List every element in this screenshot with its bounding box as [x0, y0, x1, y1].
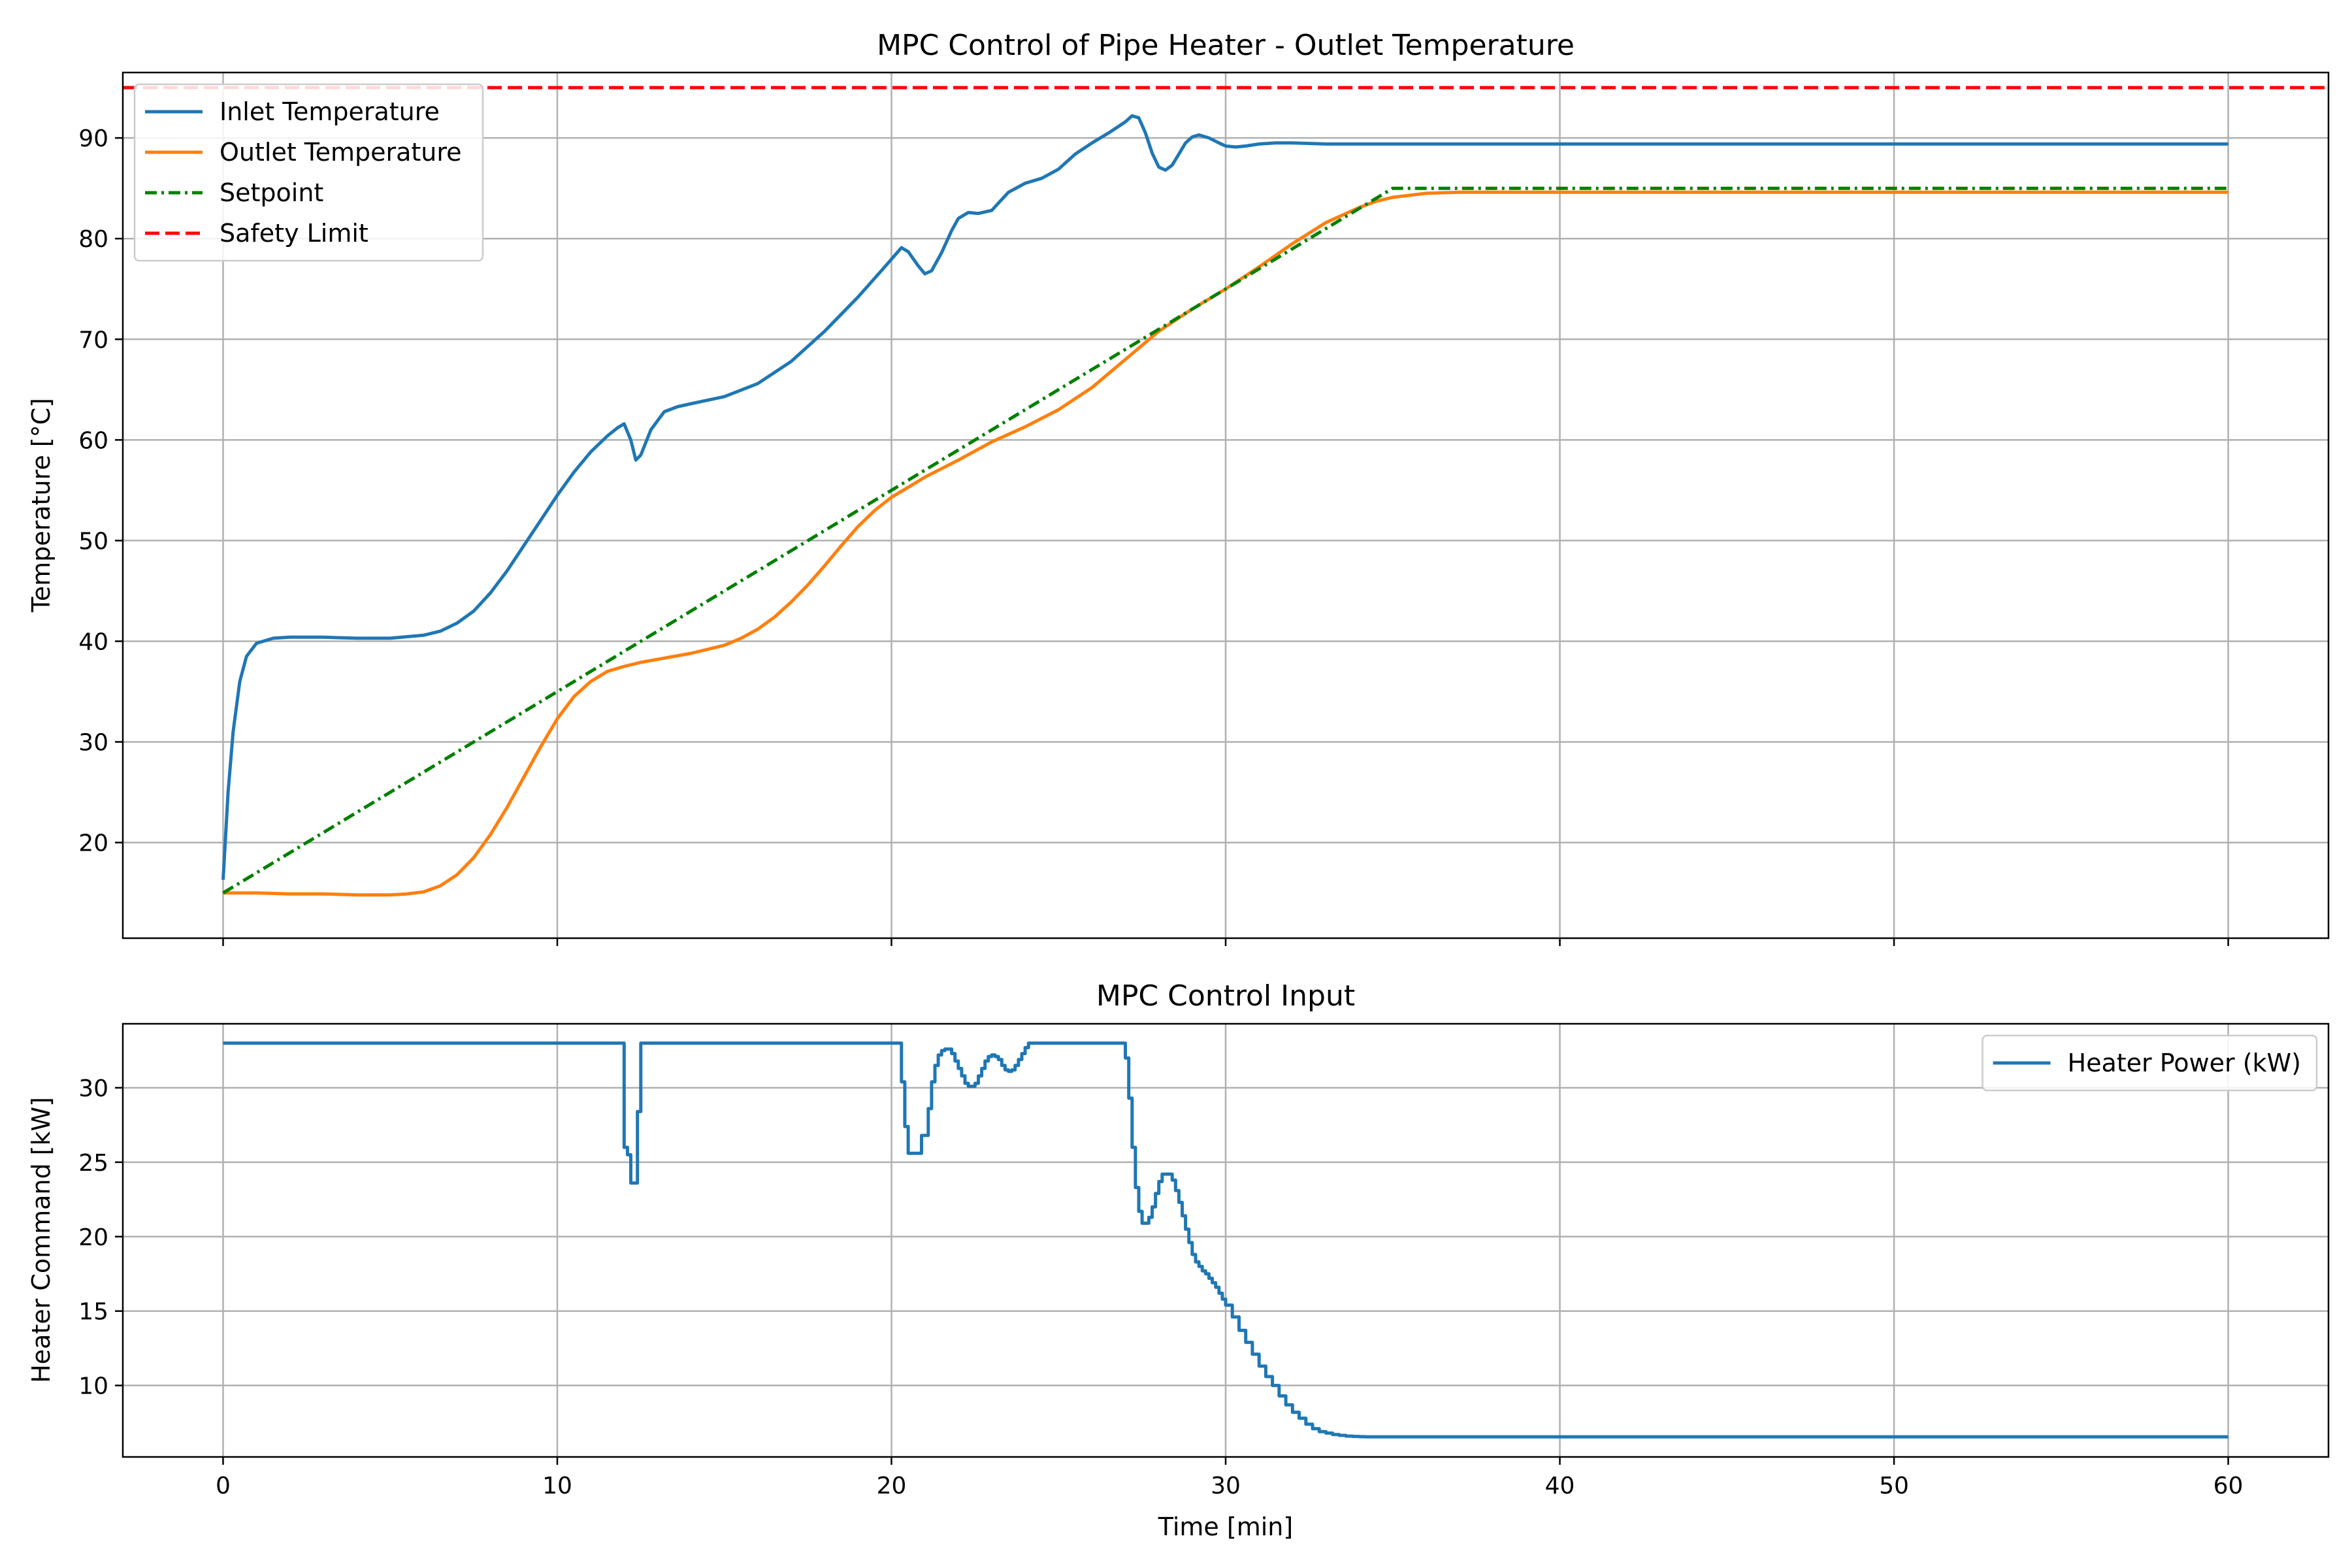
y-tick-label: 40 [78, 629, 108, 655]
legend-label: Inlet Temperature [220, 97, 440, 126]
y-tick-label: 50 [78, 528, 108, 555]
temperature-grid [123, 73, 2328, 938]
control-input-series [223, 1041, 2229, 1439]
x-tick-label: 20 [877, 1473, 907, 1499]
legend-box [1982, 1034, 2318, 1092]
y-tick-label: 60 [78, 427, 108, 454]
y-tick-label: 20 [78, 830, 108, 857]
series-line-outlet-temperature [223, 190, 2229, 897]
control-input-grid [123, 1024, 2328, 1457]
legend-box [133, 83, 484, 262]
temperature-panel-title: MPC Control of Pipe Heater - Outlet Temp… [877, 29, 1575, 62]
legend-label: Safety Limit [220, 219, 368, 248]
y-tick-label: 15 [78, 1299, 108, 1326]
legend-label: Setpoint [220, 178, 323, 207]
x-tick-label: 10 [542, 1473, 572, 1499]
y-tick-label: 20 [78, 1224, 108, 1251]
control-input-y-ticks: 10 15 20 25 30 [78, 1075, 123, 1400]
control-input-x-axis-label: Time [min] [1158, 1512, 1293, 1541]
series-line-inlet-temperature [221, 114, 2229, 880]
x-tick-label: 0 [216, 1473, 231, 1499]
x-tick-label: 30 [1211, 1473, 1241, 1499]
control-input-x-ticks: 0 10 20 30 40 50 60 [216, 1457, 2243, 1499]
temperature-panel: MPC Control of Pipe Heater - Outlet Temp… [27, 29, 2330, 946]
y-tick-label: 10 [78, 1373, 108, 1400]
y-tick-label: 90 [78, 125, 108, 152]
temperature-y-axis-label: Temperature [°C] [27, 398, 56, 613]
x-tick-label: 50 [1879, 1473, 1909, 1499]
control-input-panel-title: MPC Control Input [1096, 979, 1355, 1013]
series-line-setpoint [222, 186, 2229, 894]
temperature-series [123, 86, 2328, 897]
x-tick-label: 40 [1545, 1473, 1575, 1499]
y-tick-label: 30 [78, 730, 108, 757]
x-tick-label: 60 [2213, 1473, 2244, 1499]
legend-label: Outlet Temperature [220, 138, 462, 167]
y-tick-label: 25 [78, 1150, 108, 1177]
y-tick-label: 70 [78, 327, 108, 353]
control-input-y-axis-label: Heater Command [kW] [27, 1097, 56, 1383]
temperature-x-ticks [222, 938, 2229, 946]
y-tick-label: 30 [78, 1075, 108, 1102]
temperature-y-ticks: 20 30 40 50 60 70 80 90 [78, 125, 123, 857]
control-input-legend: Heater Power (kW) [1982, 1034, 2318, 1092]
y-tick-label: 80 [78, 226, 108, 253]
series-line-heater-power-kw [223, 1041, 2229, 1439]
control-input-panel: MPC Control Input 0 10 20 30 40 50 60 10 15 20 25… [27, 979, 2330, 1541]
temperature-legend: Inlet Temperature Outlet Temperature Setpo… [133, 83, 484, 262]
legend-label: Heater Power (kW) [2068, 1049, 2301, 1077]
